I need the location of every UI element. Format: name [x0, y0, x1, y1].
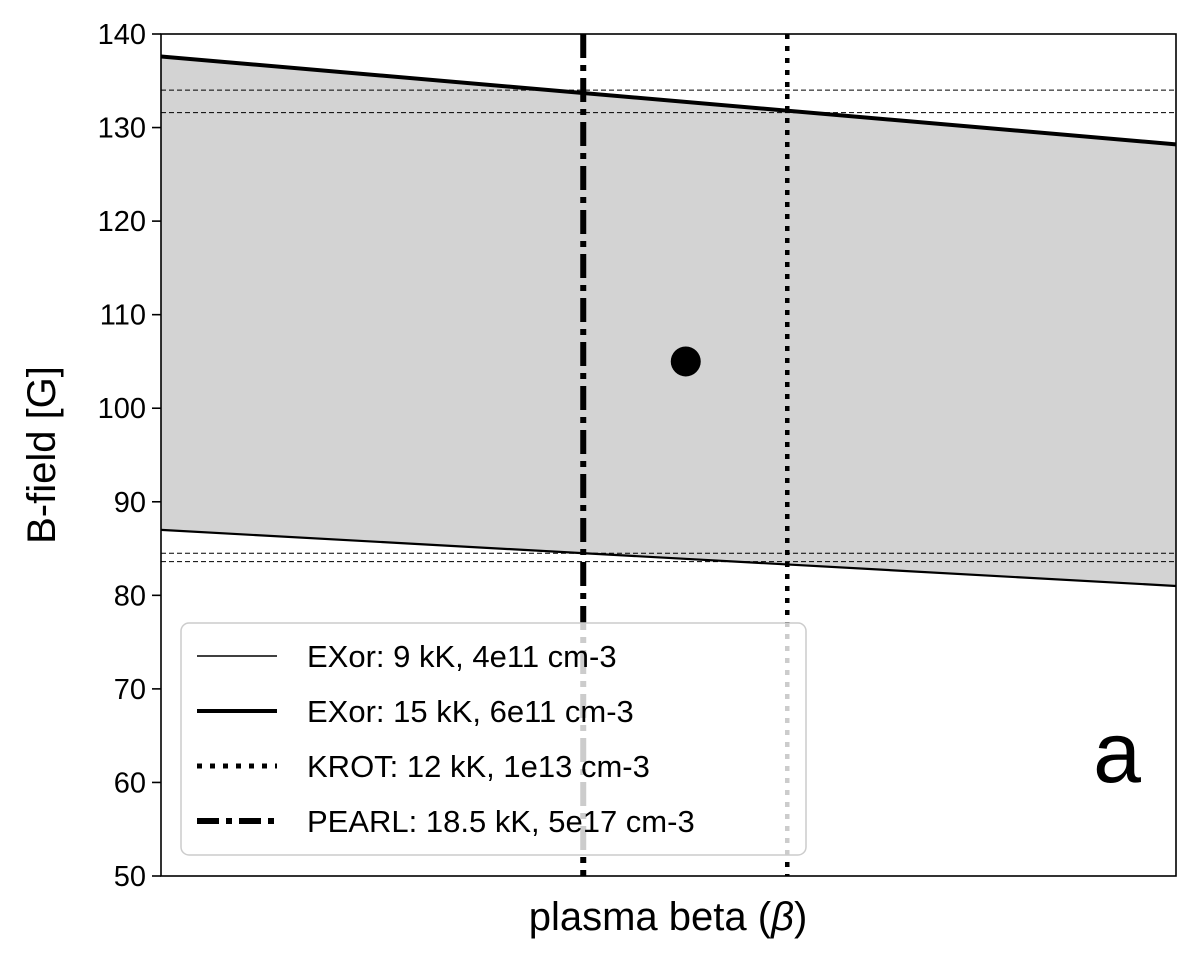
y-tick-label: 60: [114, 767, 146, 799]
panel-label: a: [1093, 705, 1141, 801]
y-tick-label: 100: [98, 393, 146, 425]
shaded-band: [161, 56, 1176, 586]
legend-label: EXor: 9 kK, 4e11 cm-3: [307, 639, 617, 674]
y-tick-label: 80: [114, 580, 146, 612]
legend-box: [180, 622, 807, 856]
series-line: [161, 528, 1176, 588]
plot-area: [161, 34, 1176, 876]
y-tick-label: 110: [100, 300, 146, 332]
legend-label: PEARL: 18.5 kK, 5e17 cm-3: [307, 804, 695, 839]
y-tick-label: 90: [114, 487, 146, 519]
data-point: [670, 346, 701, 377]
x-axis-label: plasma beta (β): [529, 895, 808, 939]
legend-label: EXor: 15 kK, 6e11 cm-3: [307, 694, 634, 729]
y-axis-label: B-field [G]: [20, 366, 64, 544]
y-tick-label: 140: [98, 19, 146, 51]
legend: EXor: 9 kK, 4e11 cm-3 EXor: 15 kK, 6e11 c…: [180, 622, 807, 856]
y-tick-label: 120: [98, 206, 146, 238]
y-axis: 50 60 70 80 90 100 110 120 130 140: [98, 19, 161, 893]
series-line: [161, 54, 1176, 147]
y-tick-label: 130: [98, 113, 146, 145]
plot-frame: [160, 33, 1177, 877]
legend-label: KROT: 12 kK, 1e13 cm-3: [307, 749, 650, 784]
y-tick-label: 50: [114, 861, 146, 893]
y-tick-label: 70: [114, 674, 146, 706]
